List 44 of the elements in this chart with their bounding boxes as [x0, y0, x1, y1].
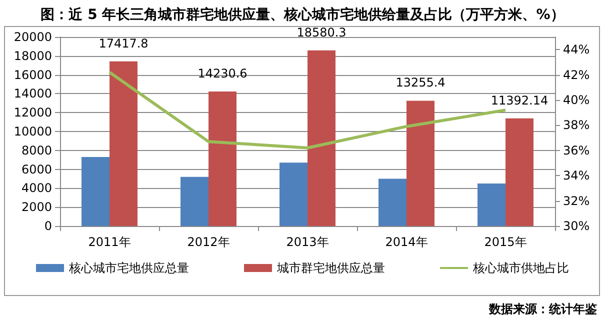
bar: [208, 92, 236, 226]
data-label: 11392.14: [490, 93, 548, 108]
data-label: 13255.4: [396, 76, 446, 90]
y2-tick-label: 34%: [563, 168, 590, 183]
y2-tick-label: 36%: [563, 143, 590, 158]
x-tick-label: 2011年: [88, 235, 131, 249]
y-tick-label: 6000: [21, 162, 52, 176]
bar: [308, 50, 336, 226]
bar: [280, 162, 308, 226]
x-tick-label: 2012年: [187, 235, 230, 249]
y2-tick-label: 44%: [563, 42, 590, 57]
y-tick-label: 0: [44, 219, 52, 233]
bar: [378, 178, 406, 226]
y2-tick-label: 42%: [563, 68, 590, 82]
y-tick-label: 8000: [21, 143, 52, 158]
y-tick-label: 10000: [14, 124, 52, 138]
y2-tick-label: 38%: [563, 118, 590, 132]
y-tick-label: 14000: [14, 86, 52, 101]
x-tick-label: 2015年: [484, 235, 527, 249]
y2-tick-label: 30%: [563, 219, 590, 233]
y2-tick-label: 40%: [563, 93, 590, 107]
legend-label: 城市群宅地供应总量: [276, 261, 385, 275]
bar: [406, 100, 434, 226]
bar: [478, 183, 506, 226]
y-tick-label: 20000: [14, 30, 52, 44]
chart-title: 图：近 5 年长三角城市群宅地供应量、核心城市宅地供给量及占比（万平方米、%）: [40, 6, 564, 23]
y-tick-label: 18000: [14, 48, 52, 63]
legend-label: 核心城市供地占比: [472, 261, 569, 275]
y2-tick-label: 32%: [563, 194, 590, 208]
bar: [110, 61, 138, 226]
bar: [180, 176, 208, 226]
x-tick-label: 2013年: [286, 235, 329, 249]
data-label: 18580.3: [296, 25, 346, 40]
y-tick-label: 12000: [14, 106, 52, 120]
legend-label: 核心城市宅地供应总量: [68, 261, 189, 275]
y-tick-label: 4000: [21, 181, 52, 196]
x-tick-label: 2014年: [385, 235, 428, 249]
y-tick-label: 2000: [21, 200, 52, 214]
y-tick-label: 16000: [14, 68, 52, 82]
data-label: 17417.8: [98, 36, 148, 50]
bar: [506, 118, 534, 226]
source-note: 数据来源：统计年鉴: [488, 302, 597, 316]
data-label: 14230.6: [198, 66, 248, 81]
bar: [82, 157, 110, 226]
